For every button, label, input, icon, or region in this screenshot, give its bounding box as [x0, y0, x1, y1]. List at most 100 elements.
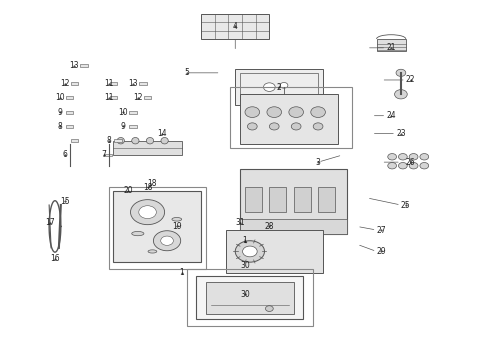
Bar [240, 169, 347, 234]
Bar [294, 187, 311, 212]
Text: 4: 4 [233, 22, 238, 31]
Circle shape [245, 107, 260, 117]
Text: 22: 22 [406, 76, 416, 85]
Bar [110, 82, 117, 85]
Bar [225, 230, 323, 273]
Text: 25: 25 [401, 201, 411, 210]
Ellipse shape [148, 250, 157, 253]
Text: 31: 31 [235, 219, 245, 228]
Circle shape [396, 69, 406, 76]
Bar [235, 69, 323, 105]
Text: 30: 30 [240, 290, 250, 299]
Circle shape [409, 154, 418, 160]
Bar [114, 141, 182, 155]
Bar [240, 219, 347, 234]
Bar [115, 139, 122, 142]
Circle shape [130, 200, 165, 225]
Bar [71, 82, 78, 85]
Ellipse shape [172, 217, 182, 221]
Text: 6: 6 [62, 150, 67, 159]
Circle shape [243, 246, 257, 257]
Text: 21: 21 [387, 43, 396, 52]
Text: 18: 18 [143, 183, 152, 192]
Text: 18: 18 [147, 179, 157, 188]
Text: 8: 8 [106, 136, 111, 145]
Circle shape [311, 107, 325, 117]
Circle shape [420, 162, 429, 169]
Text: 17: 17 [45, 219, 55, 228]
Circle shape [388, 162, 396, 169]
Text: 19: 19 [172, 222, 182, 231]
Circle shape [280, 82, 288, 88]
Bar [105, 154, 113, 157]
Bar [71, 139, 78, 142]
Text: 16: 16 [50, 254, 60, 263]
Text: 30: 30 [240, 261, 250, 270]
Circle shape [247, 123, 257, 130]
Circle shape [153, 231, 181, 251]
Text: 5: 5 [184, 68, 189, 77]
Bar [187, 269, 313, 327]
Bar [376, 39, 406, 51]
Bar [206, 282, 294, 314]
Text: 13: 13 [128, 79, 138, 88]
Bar [318, 187, 335, 212]
Bar [245, 187, 262, 212]
Circle shape [291, 123, 301, 130]
Bar [129, 125, 137, 128]
Bar [139, 82, 147, 85]
Circle shape [161, 236, 173, 246]
Bar [114, 191, 201, 262]
Circle shape [398, 162, 407, 169]
Ellipse shape [132, 231, 144, 236]
Circle shape [313, 123, 323, 130]
Circle shape [270, 123, 279, 130]
Bar [201, 14, 270, 39]
Text: 15: 15 [60, 197, 70, 206]
Bar [66, 125, 74, 128]
Bar [66, 111, 74, 113]
Circle shape [267, 107, 282, 117]
Ellipse shape [132, 138, 139, 144]
Bar [109, 187, 206, 269]
Circle shape [420, 154, 429, 160]
Text: 2: 2 [277, 83, 281, 92]
Bar [144, 96, 151, 99]
Bar [270, 187, 287, 212]
Text: 23: 23 [396, 129, 406, 138]
Text: 1: 1 [243, 236, 247, 245]
Bar [196, 276, 303, 319]
Text: 13: 13 [70, 61, 79, 70]
Text: 3: 3 [316, 158, 320, 167]
Bar [80, 64, 88, 67]
Circle shape [266, 306, 273, 311]
Text: 12: 12 [60, 79, 70, 88]
Text: 7: 7 [101, 150, 106, 159]
Bar [240, 73, 318, 102]
Ellipse shape [147, 138, 154, 144]
Bar [240, 94, 338, 144]
Bar [110, 96, 117, 99]
Text: 12: 12 [133, 93, 143, 102]
Ellipse shape [117, 138, 124, 144]
Text: 29: 29 [377, 247, 386, 256]
Circle shape [235, 241, 265, 262]
Text: 24: 24 [386, 111, 396, 120]
Text: 11: 11 [104, 93, 113, 102]
Text: 27: 27 [377, 225, 386, 234]
Bar [230, 87, 352, 148]
Circle shape [398, 154, 407, 160]
Circle shape [388, 154, 396, 160]
Text: 9: 9 [121, 122, 125, 131]
Circle shape [394, 90, 407, 99]
Text: 28: 28 [265, 222, 274, 231]
Circle shape [264, 83, 275, 91]
Text: 10: 10 [55, 93, 65, 102]
Text: 10: 10 [119, 108, 128, 117]
Circle shape [139, 206, 156, 219]
Text: 9: 9 [57, 108, 62, 117]
Text: 11: 11 [104, 79, 113, 88]
Circle shape [289, 107, 303, 117]
Text: 1: 1 [179, 268, 184, 277]
Bar [66, 96, 74, 99]
